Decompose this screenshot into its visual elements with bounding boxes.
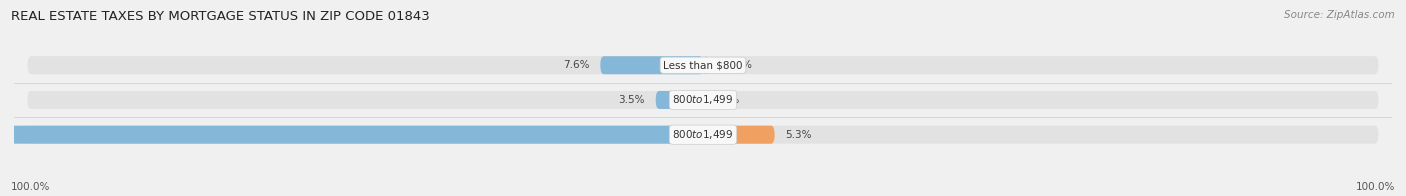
Text: 3.5%: 3.5% bbox=[619, 95, 645, 105]
FancyBboxPatch shape bbox=[28, 56, 1378, 74]
FancyBboxPatch shape bbox=[655, 91, 703, 109]
FancyBboxPatch shape bbox=[28, 91, 1378, 109]
Text: Source: ZipAtlas.com: Source: ZipAtlas.com bbox=[1284, 10, 1395, 20]
Text: 5.3%: 5.3% bbox=[786, 130, 811, 140]
Text: 100.0%: 100.0% bbox=[11, 182, 51, 192]
FancyBboxPatch shape bbox=[0, 126, 703, 144]
Text: REAL ESTATE TAXES BY MORTGAGE STATUS IN ZIP CODE 01843: REAL ESTATE TAXES BY MORTGAGE STATUS IN … bbox=[11, 10, 430, 23]
FancyBboxPatch shape bbox=[703, 126, 775, 144]
Text: 0.0%: 0.0% bbox=[714, 95, 740, 105]
Text: $800 to $1,499: $800 to $1,499 bbox=[672, 93, 734, 106]
Text: 7.6%: 7.6% bbox=[562, 60, 589, 70]
FancyBboxPatch shape bbox=[703, 56, 709, 74]
FancyBboxPatch shape bbox=[600, 56, 703, 74]
Text: 0.43%: 0.43% bbox=[720, 60, 752, 70]
Text: Less than $800: Less than $800 bbox=[664, 60, 742, 70]
Text: 100.0%: 100.0% bbox=[1355, 182, 1395, 192]
Text: $800 to $1,499: $800 to $1,499 bbox=[672, 128, 734, 141]
FancyBboxPatch shape bbox=[28, 126, 1378, 144]
